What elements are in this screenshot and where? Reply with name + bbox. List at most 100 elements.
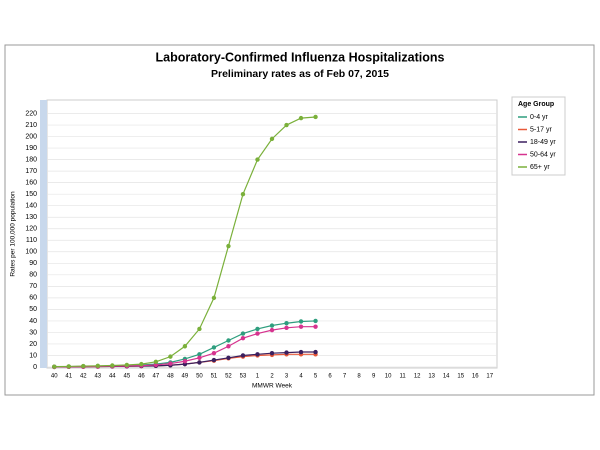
legend-label: 5-17 yr [530, 126, 552, 133]
data-point [66, 364, 71, 369]
data-point [124, 362, 130, 368]
legend-label: 0-4 yr [530, 114, 549, 121]
x-tick-label: 4 [299, 374, 303, 380]
y-tick-label: 150 [25, 191, 37, 198]
data-point [298, 349, 304, 355]
y-tick-label: 200 [25, 133, 37, 140]
y-tick-label: 120 [25, 226, 37, 233]
data-point [226, 344, 231, 349]
data-point [182, 359, 188, 364]
x-tick-label: 53 [240, 374, 247, 380]
x-tick-label: 3 [285, 374, 289, 380]
x-tick-label: 6 [328, 374, 332, 380]
y-tick-label: 20 [29, 341, 37, 348]
y-tick-label: 80 [29, 272, 37, 279]
data-point [211, 345, 217, 350]
data-point [313, 324, 318, 329]
x-tick-label: 46 [138, 374, 145, 380]
x-tick-label: 13 [428, 374, 435, 380]
x-tick-label: 1 [256, 374, 260, 380]
y-tick-label: 60 [29, 295, 37, 302]
data-point [226, 243, 231, 249]
x-tick-label: 7 [343, 374, 347, 380]
data-point [255, 326, 260, 332]
x-tick-label: 11 [400, 374, 407, 380]
data-point [182, 344, 188, 349]
x-tick-label: 12 [414, 374, 421, 380]
x-tick-label: 52 [225, 374, 232, 380]
data-point [197, 326, 202, 332]
y-tick-label: 100 [25, 249, 37, 256]
y-tick-label: 110 [26, 237, 37, 244]
x-tick-label: 15 [457, 374, 464, 380]
y-axis-label: Rates per 100,000 population [10, 191, 17, 277]
x-tick-label: 44 [109, 374, 116, 380]
y-tick-label: 160 [25, 179, 37, 186]
data-point [240, 335, 246, 341]
y-tick-label: 30 [29, 329, 37, 336]
y-tick-label: 90 [29, 260, 37, 267]
data-point [197, 352, 202, 357]
data-point [153, 359, 159, 365]
data-point [168, 361, 173, 366]
x-tick-label: 43 [94, 374, 101, 380]
data-point [211, 350, 217, 356]
data-point [313, 114, 318, 120]
data-point [81, 363, 86, 369]
data-point [110, 363, 115, 368]
y-tick-label: 130 [25, 214, 37, 221]
y-tick-label: 180 [25, 156, 37, 163]
data-point [269, 350, 275, 356]
x-tick-label: 5 [314, 374, 318, 380]
y-tick-label: 70 [29, 283, 37, 290]
y-tick-label: 170 [25, 168, 37, 175]
data-point [269, 136, 275, 142]
data-point [153, 362, 159, 368]
data-point [255, 331, 260, 336]
x-tick-label: 16 [472, 374, 479, 380]
legend [511, 96, 566, 176]
data-point [255, 157, 260, 162]
data-point [240, 331, 246, 336]
data-point [139, 361, 144, 367]
data-point [269, 323, 275, 328]
data-point [284, 122, 289, 128]
data-point [240, 191, 246, 197]
data-point [284, 350, 289, 355]
legend-label: 50-64 yr [530, 151, 556, 158]
y-tick-label: 50 [29, 306, 37, 313]
data-point [284, 321, 289, 326]
x-tick-label: 47 [153, 374, 160, 380]
data-point [168, 354, 173, 359]
data-point [211, 357, 217, 363]
data-point [197, 355, 202, 360]
x-tick-label: 17 [486, 374, 493, 380]
legend-title: Age Group [518, 101, 554, 108]
data-point [240, 353, 246, 358]
legend-label: 18-49 yr [530, 139, 556, 146]
y-tick-label: 40 [29, 318, 37, 325]
x-tick-label: 41 [65, 374, 72, 380]
data-point [197, 360, 202, 365]
chart-subtitle: Preliminary rates as of Feb 07, 2015 [211, 68, 389, 80]
x-tick-label: 42 [80, 374, 87, 380]
y-tick-label: 0 [33, 364, 37, 371]
x-tick-label: 10 [385, 374, 392, 380]
x-tick-label: 2 [270, 374, 274, 380]
x-tick-label: 50 [196, 374, 203, 380]
data-point [52, 364, 57, 369]
data-point [269, 327, 275, 333]
legend-label: 65+ yr [530, 164, 550, 171]
data-point [313, 318, 318, 324]
data-point [95, 363, 101, 369]
y-tick-label: 210 [25, 122, 37, 129]
data-point [226, 355, 231, 360]
data-point [211, 295, 217, 301]
x-axis-label: MMWR Week [252, 383, 293, 390]
data-point [298, 115, 304, 121]
x-tick-label: 51 [211, 374, 218, 380]
y-tick-label: 220 [25, 110, 37, 117]
data-point [298, 319, 304, 324]
y-tick-label: 190 [25, 145, 37, 152]
